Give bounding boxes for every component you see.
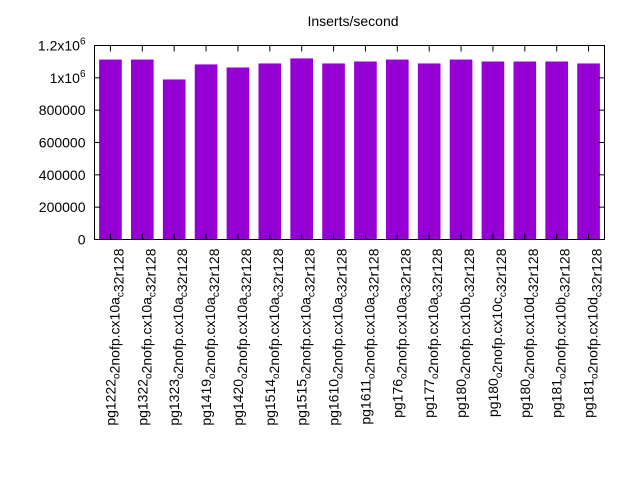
x-tick-label: pg180o2nofp.cx10dc32r128 <box>517 248 541 418</box>
bar <box>258 63 282 240</box>
y-tick-label: 400000 <box>39 167 86 183</box>
bar <box>545 61 569 240</box>
bar <box>226 67 250 240</box>
bar <box>322 63 345 240</box>
x-tick-label: pg180o2nofp.cx10bc32r128 <box>453 248 477 418</box>
bar <box>162 79 186 240</box>
y-tick-label: 1x106 <box>50 69 86 86</box>
y-tick-label: 0 <box>78 232 86 248</box>
x-tick-label: pg1420o2nofp.cx10ac32r128 <box>230 248 254 425</box>
x-tick-label: pg180o2nofp.cx10cc32r128 <box>485 248 509 417</box>
x-tick-label: pg1610o2nofp.cx10ac32r128 <box>326 248 350 425</box>
chart-title: Inserts/second <box>307 13 398 29</box>
x-tick-label: pg181o2nofp.cx10bc32r128 <box>549 248 573 418</box>
bar <box>577 63 600 240</box>
x-tick-label: pg1515o2nofp.cx10ac32r128 <box>294 248 318 425</box>
bar <box>354 61 377 240</box>
bar <box>290 58 314 240</box>
bar <box>417 63 441 240</box>
plot-border <box>94 45 605 240</box>
y-tick-label: 600000 <box>39 135 86 151</box>
bar <box>481 61 505 240</box>
x-tick-label: pg1514o2nofp.cx10ac32r128 <box>262 248 286 425</box>
x-tick-label: pg1611o2nofp.cx10ac32r128 <box>357 248 381 424</box>
bar <box>99 59 122 240</box>
y-tick-label: 800000 <box>39 102 86 118</box>
bar <box>449 59 473 240</box>
x-tick-label: pg1419o2nofp.cx10ac32r128 <box>198 248 222 425</box>
y-tick-label: 200000 <box>39 199 86 215</box>
bar <box>194 64 218 240</box>
y-tick-label: 1.2x106 <box>38 37 86 54</box>
bar <box>385 59 409 240</box>
x-tick-label: pg177o2nofp.cx10ac32r128 <box>421 248 445 418</box>
x-tick-label: pg1323o2nofp.cx10ac32r128 <box>166 248 190 425</box>
x-tick-label: pg1222o2nofp.cx10ac32r128 <box>102 248 126 425</box>
bar <box>513 61 537 240</box>
x-tick-label: pg1322o2nofp.cx10ac32r128 <box>134 248 158 425</box>
x-tick-label: pg176o2nofp.cx10ac32r128 <box>389 248 413 418</box>
x-tick-label: pg181o2nofp.cx10dc32r128 <box>581 248 605 418</box>
bar <box>130 59 154 240</box>
